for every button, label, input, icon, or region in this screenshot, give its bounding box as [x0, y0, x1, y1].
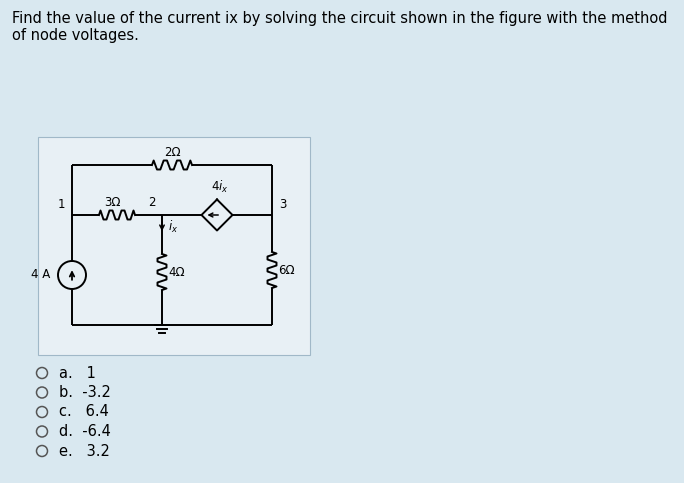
- Text: 2Ω: 2Ω: [163, 146, 181, 159]
- Text: $4i_x$: $4i_x$: [211, 178, 229, 195]
- Text: 2: 2: [148, 196, 156, 209]
- Text: c.   6.4: c. 6.4: [59, 404, 109, 420]
- Text: 4 A: 4 A: [31, 269, 50, 282]
- Text: 1: 1: [57, 198, 65, 211]
- Text: 3Ω: 3Ω: [104, 196, 120, 209]
- Text: Find the value of the current ix by solving the circuit shown in the figure with: Find the value of the current ix by solv…: [12, 11, 668, 43]
- Text: 3: 3: [279, 198, 287, 211]
- Text: a.   1: a. 1: [59, 366, 96, 381]
- Text: d.  -6.4: d. -6.4: [59, 424, 111, 439]
- Text: 4Ω: 4Ω: [168, 266, 185, 279]
- Text: b.  -3.2: b. -3.2: [59, 385, 111, 400]
- Text: e.   3.2: e. 3.2: [59, 443, 110, 458]
- Text: 6Ω: 6Ω: [278, 264, 295, 276]
- Text: $i_x$: $i_x$: [168, 218, 179, 235]
- FancyBboxPatch shape: [38, 137, 310, 355]
